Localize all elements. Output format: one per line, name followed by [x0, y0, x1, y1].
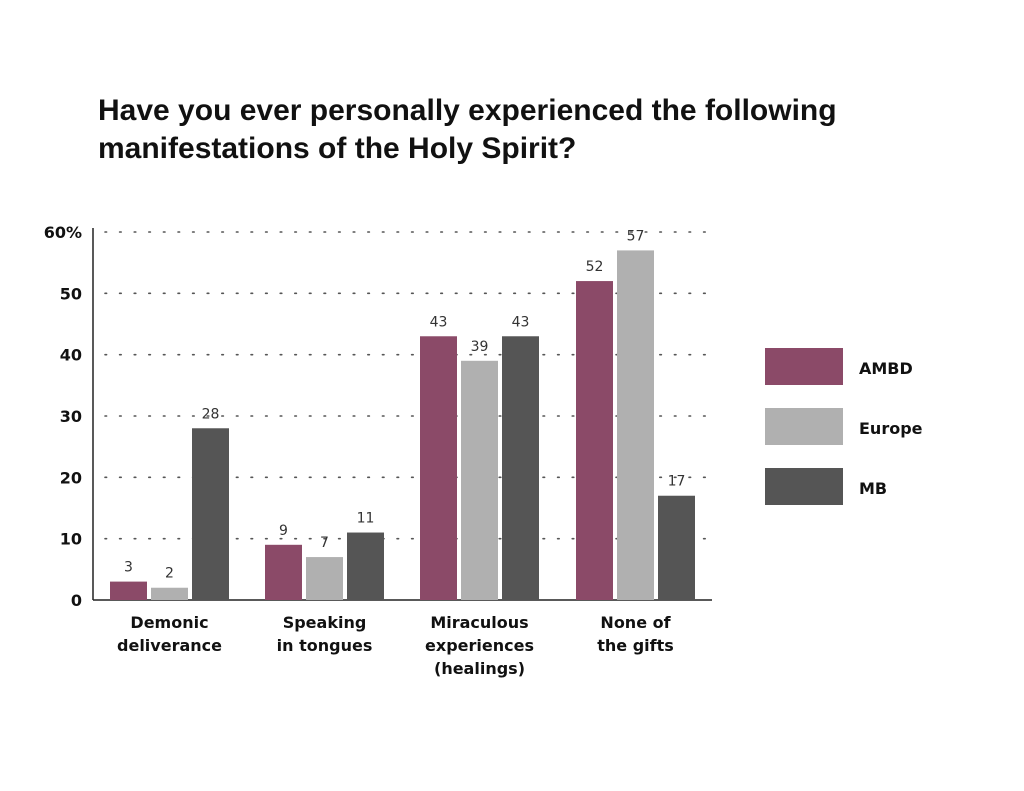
bar-europe-0 — [151, 587, 188, 600]
data-label: 11 — [357, 511, 375, 527]
bar-europe-3 — [617, 250, 654, 600]
category-label: deliverance — [117, 636, 222, 655]
bar-mb-0 — [192, 428, 229, 600]
data-label: 57 — [627, 228, 645, 244]
y-tick-label: 60% — [44, 223, 82, 242]
chart-title: Have you ever personally experienced the… — [98, 94, 837, 165]
legend-label-ambd: AMBD — [859, 359, 913, 378]
data-label: 3 — [124, 560, 133, 576]
y-tick-label: 10 — [60, 530, 82, 549]
category-label: the gifts — [597, 636, 674, 655]
category-label: Miraculous — [430, 613, 528, 632]
data-label: 28 — [202, 406, 220, 422]
category-label: Speaking — [283, 613, 367, 632]
data-label: 2 — [165, 566, 174, 582]
category-label: in tongues — [277, 636, 373, 655]
bar-mb-3 — [658, 495, 695, 600]
y-tick-label: 30 — [60, 407, 82, 426]
y-tick-label: 20 — [60, 468, 82, 487]
data-label: 39 — [471, 339, 489, 355]
category-label: Demonic — [130, 613, 208, 632]
y-tick-label: 40 — [60, 346, 82, 365]
bar-ambd-0 — [110, 581, 147, 600]
legend-label-mb: MB — [859, 479, 887, 498]
legend-label-europe: Europe — [859, 419, 923, 438]
data-label: 17 — [668, 474, 686, 490]
legend-swatch-ambd — [765, 348, 843, 385]
y-tick-label: 50 — [60, 284, 82, 303]
category-label: (healings) — [434, 659, 525, 678]
bar-ambd-2 — [420, 336, 457, 600]
data-label: 52 — [586, 259, 604, 275]
bar-ambd-1 — [265, 544, 302, 600]
category-label: None of — [600, 613, 671, 632]
bar-mb-2 — [502, 336, 539, 600]
data-label: 43 — [512, 314, 530, 330]
bars — [110, 250, 695, 600]
legend: AMBD Europe MB — [765, 348, 923, 505]
bar-ambd-3 — [576, 281, 613, 600]
data-labels: 3 2 28 9 7 11 43 39 43 52 57 17 — [124, 228, 685, 581]
legend-swatch-europe — [765, 408, 843, 445]
data-label: 43 — [430, 314, 448, 330]
legend-swatch-mb — [765, 468, 843, 505]
data-label: 9 — [279, 523, 288, 539]
category-labels: Demonic deliverance Speaking in tongues Mira… — [117, 613, 674, 678]
bar-mb-1 — [347, 532, 384, 600]
bar-europe-2 — [461, 360, 498, 600]
category-label: experiences — [425, 636, 534, 655]
bar-europe-1 — [306, 557, 343, 600]
data-label: 7 — [320, 535, 329, 551]
y-tick-label: 0 — [71, 591, 82, 610]
